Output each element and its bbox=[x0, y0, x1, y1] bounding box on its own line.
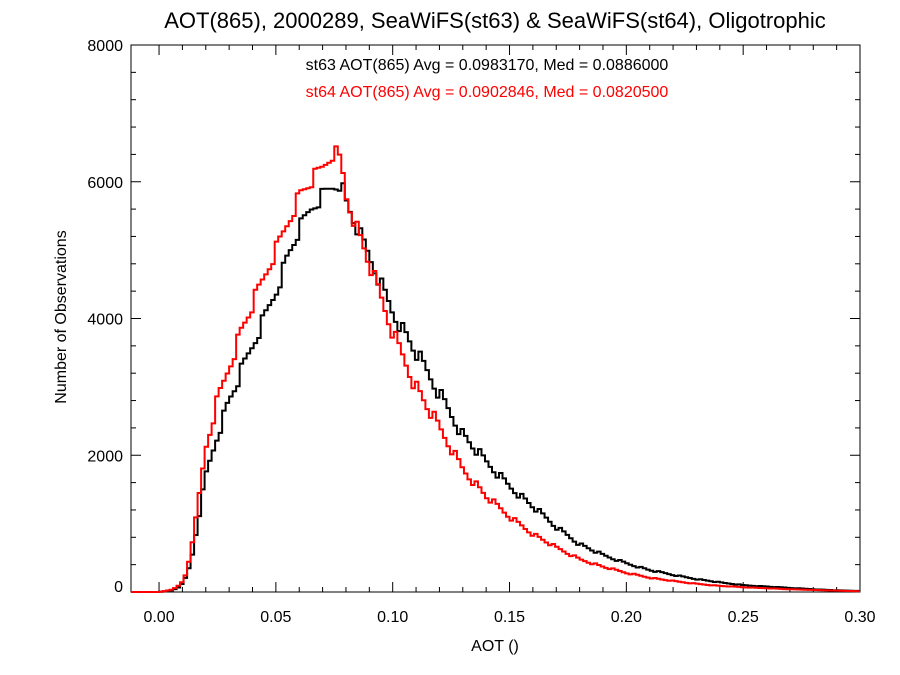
x-tick-label: 0.05 bbox=[260, 609, 291, 626]
y-tick-label: 4000 bbox=[87, 312, 123, 329]
y-tick-label: 0 bbox=[114, 579, 123, 596]
chart-title: AOT(865), 2000289, SeaWiFS(st63) & SeaWi… bbox=[164, 8, 825, 33]
x-tick-label: 0.25 bbox=[728, 609, 759, 626]
y-tick-label: 2000 bbox=[87, 448, 123, 465]
y-tick-label: 6000 bbox=[87, 175, 123, 192]
y-axis-label: Number of Observations bbox=[53, 230, 70, 403]
x-tick-label: 0.30 bbox=[844, 609, 875, 626]
annotation-st63: st63 AOT(865) Avg = 0.0983170, Med = 0.0… bbox=[306, 57, 669, 74]
x-tick-label: 0.15 bbox=[494, 609, 525, 626]
plot-frame bbox=[130, 44, 861, 593]
x-tick-label: 0.20 bbox=[611, 609, 642, 626]
annotation-st64: st64 AOT(865) Avg = 0.0902846, Med = 0.0… bbox=[306, 84, 669, 101]
x-tick-label: 0.00 bbox=[143, 609, 174, 626]
y-tick-label: 8000 bbox=[87, 38, 123, 55]
series-st63-line bbox=[131, 182, 860, 593]
x-tick-label: 0.10 bbox=[377, 609, 408, 626]
x-axis-label: AOT () bbox=[471, 638, 519, 655]
plot-area: 0.00 0.05 0.10 0.15 0.20 0.25 0.30 0 2000 4000 600… bbox=[87, 38, 875, 626]
series-st64-line bbox=[131, 145, 860, 593]
